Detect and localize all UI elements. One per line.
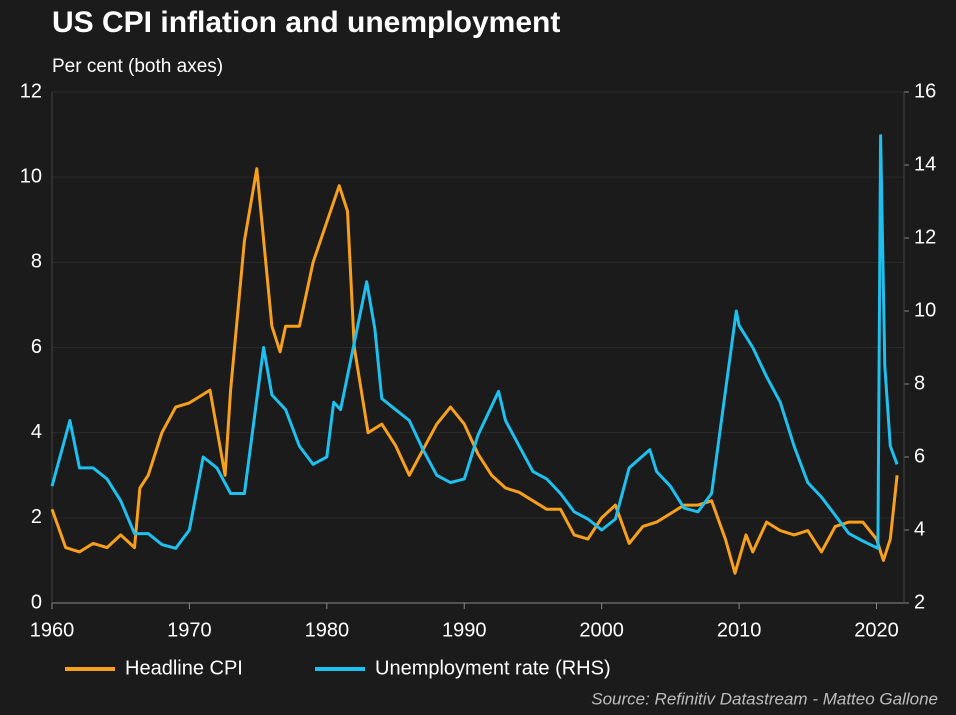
y-tick-label: 4 <box>31 421 42 443</box>
legend-label: Headline CPI <box>125 657 243 679</box>
y2-tick-label: 6 <box>914 445 925 467</box>
y2-tick-label: 12 <box>914 226 936 248</box>
y-tick-label: 2 <box>31 506 42 528</box>
x-tick-label: 1980 <box>305 619 350 641</box>
x-tick-label: 1990 <box>442 619 487 641</box>
y2-tick-label: 8 <box>914 372 925 394</box>
y-tick-label: 6 <box>31 336 42 358</box>
y2-tick-label: 2 <box>914 591 925 613</box>
chart-title: US CPI inflation and unemployment <box>52 6 560 39</box>
y2-tick-label: 14 <box>914 153 936 175</box>
y2-tick-label: 16 <box>914 80 936 102</box>
y2-tick-label: 4 <box>914 518 925 540</box>
y-tick-label: 12 <box>20 80 42 102</box>
x-tick-label: 1970 <box>167 619 212 641</box>
source-note: Source: Refinitiv Datastream - Matteo Ga… <box>591 689 938 708</box>
y2-tick-label: 10 <box>914 299 936 321</box>
y-tick-label: 8 <box>31 251 42 273</box>
x-tick-label: 1960 <box>30 619 75 641</box>
chart-subtitle: Per cent (both axes) <box>52 56 223 77</box>
data-line <box>50 167 899 575</box>
data-line <box>50 134 899 550</box>
x-tick-label: 2010 <box>717 619 762 641</box>
x-tick-label: 2000 <box>579 619 624 641</box>
legend-label: Unemployment rate (RHS) <box>375 657 611 679</box>
y-tick-label: 0 <box>31 591 42 613</box>
x-tick-label: 2020 <box>854 619 899 641</box>
y-tick-label: 10 <box>20 165 42 187</box>
